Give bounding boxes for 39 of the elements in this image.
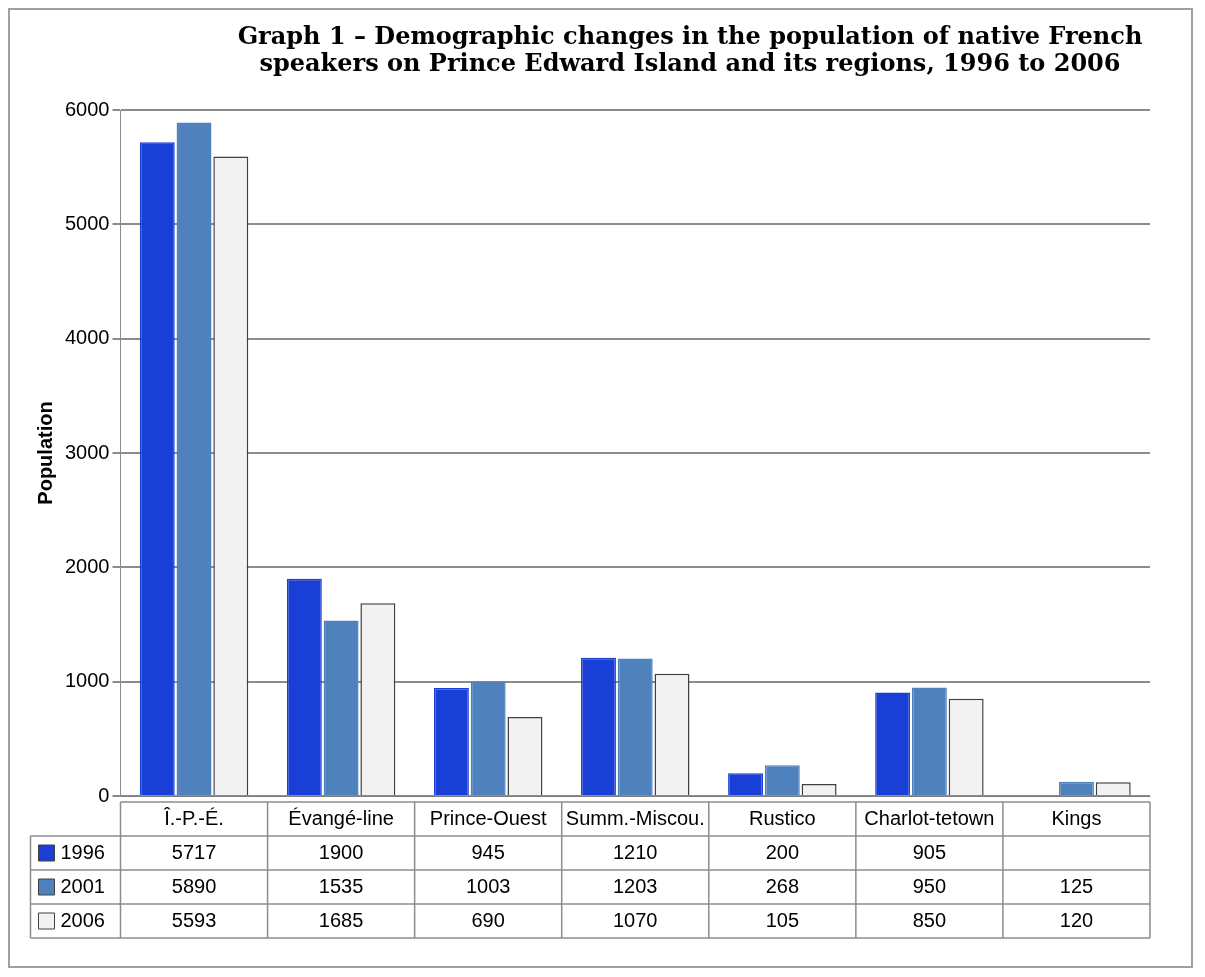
data-label: 5890: [171, 874, 217, 897]
y-tick-label: 1000: [64, 669, 110, 692]
data-label: 950: [912, 874, 947, 897]
data-label: 1210: [613, 840, 658, 863]
data-label: 850: [912, 908, 947, 931]
data-label: 105: [765, 908, 800, 931]
data-label: 1003: [465, 874, 511, 897]
y-tick-label: 6000: [64, 97, 110, 120]
data-label: 1070: [613, 908, 658, 931]
y-tick-label: 4000: [64, 326, 110, 349]
data-label: 125: [1059, 874, 1094, 897]
data-label: 120: [1059, 908, 1094, 931]
x-tick-label: Î.-P.-É.: [163, 806, 224, 829]
y-tick-label: 0: [98, 783, 110, 806]
data-label: 5717: [171, 840, 217, 863]
data-label: 905: [912, 840, 947, 863]
data-label: 5593: [171, 908, 217, 931]
data-label: 1203: [613, 874, 658, 897]
chart-title: Graph 1 – Demographic changes in the population of native French speakers on Prince Edward Island and its regions, 1996 to 2006: [236, 21, 1144, 77]
x-tick-label: Prince-Ouest: [429, 806, 547, 829]
x-tick-label: Charlot-tetown: [864, 806, 995, 829]
y-tick-label: 5000: [64, 211, 110, 234]
x-tick-label: Summ.-Miscou.: [565, 806, 705, 829]
y-tick-label: 2000: [64, 554, 110, 577]
x-tick-label: Rustico: [748, 806, 816, 829]
legend-label: 2006: [60, 908, 105, 931]
data-label: 1900: [318, 840, 364, 863]
legend-label: 2001: [60, 874, 105, 897]
data-label: 945: [471, 840, 505, 863]
data-label: 200: [765, 840, 800, 863]
x-tick-label: Évangé-line: [288, 806, 394, 829]
data-label: 1685: [318, 908, 364, 931]
x-tick-label: Kings: [1051, 806, 1102, 829]
legend-label: 1996: [60, 840, 105, 863]
y-axis-title: Population: [33, 401, 56, 505]
y-tick-label: 3000: [64, 440, 110, 463]
data-label: 268: [765, 874, 800, 897]
data-label: 1535: [318, 874, 364, 897]
data-label: 690: [471, 908, 505, 931]
